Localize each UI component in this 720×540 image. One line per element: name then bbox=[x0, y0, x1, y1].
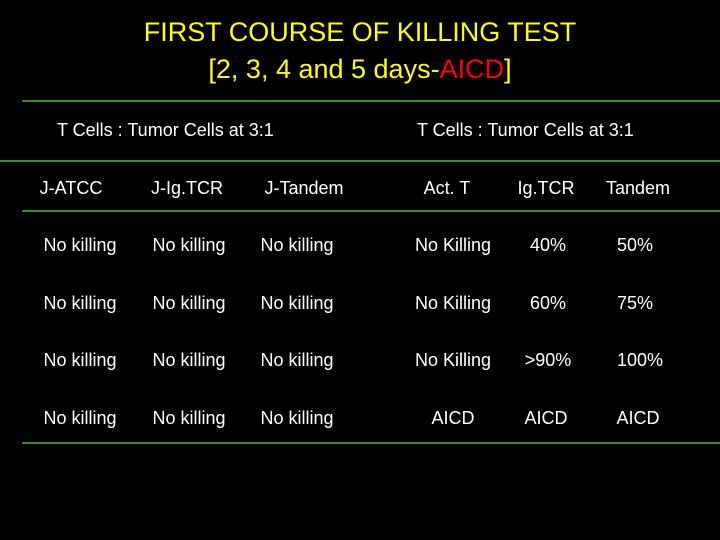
table-cell: No killing bbox=[260, 350, 334, 370]
table-cell: No killing bbox=[152, 293, 226, 313]
table-cell: 100% bbox=[616, 350, 664, 370]
table-cell: No killing bbox=[260, 235, 334, 255]
table-cell: No Killing bbox=[414, 293, 492, 313]
column-header-tandem: Tandem bbox=[605, 178, 671, 198]
table-cell: AICD bbox=[431, 408, 475, 428]
table-cell: AICD bbox=[616, 408, 660, 428]
group-label-right: T Cells : Tumor Cells at 3:1 bbox=[417, 120, 634, 140]
table-cell: No Killing bbox=[414, 350, 492, 370]
table-cell: No killing bbox=[260, 293, 334, 313]
group-label-left: T Cells : Tumor Cells at 3:1 bbox=[57, 120, 274, 140]
title-prefix: [2, 3, 4 and 5 days- bbox=[208, 54, 440, 84]
table-cell: 60% bbox=[529, 293, 567, 313]
rule-top bbox=[22, 100, 720, 102]
column-header-act-t: Act. T bbox=[423, 178, 471, 198]
table-cell: No Killing bbox=[414, 235, 492, 255]
table-cell: AICD bbox=[524, 408, 568, 428]
table-cell: No killing bbox=[43, 235, 117, 255]
rule-under-header bbox=[22, 210, 720, 212]
column-header-igtcr: Ig.TCR bbox=[517, 178, 575, 198]
table-cell: >90% bbox=[524, 350, 572, 370]
table-cell: 75% bbox=[616, 293, 654, 313]
slide-title-line-1: FIRST COURSE OF KILLING TEST bbox=[143, 17, 577, 47]
rule-bottom bbox=[22, 442, 720, 444]
table-cell: 40% bbox=[529, 235, 567, 255]
table-cell: No killing bbox=[43, 350, 117, 370]
title-suffix: ] bbox=[504, 54, 512, 84]
table-cell: No killing bbox=[152, 408, 226, 428]
table-cell: No killing bbox=[43, 293, 117, 313]
column-header-j-tandem: J-Tandem bbox=[264, 178, 344, 198]
title-accent: AICD bbox=[439, 54, 505, 84]
column-header-j-igtcr: J-Ig.TCR bbox=[151, 178, 223, 198]
table-cell: No killing bbox=[152, 235, 226, 255]
column-header-j-atcc: J-ATCC bbox=[39, 178, 103, 198]
rule-under-groups bbox=[0, 160, 720, 162]
table-cell: No killing bbox=[260, 408, 334, 428]
table-cell: 50% bbox=[616, 235, 654, 255]
table-cell: No killing bbox=[43, 408, 117, 428]
slide-title-line-2: [2, 3, 4 and 5 days-AICD] bbox=[0, 53, 720, 85]
table-cell: No killing bbox=[152, 350, 226, 370]
